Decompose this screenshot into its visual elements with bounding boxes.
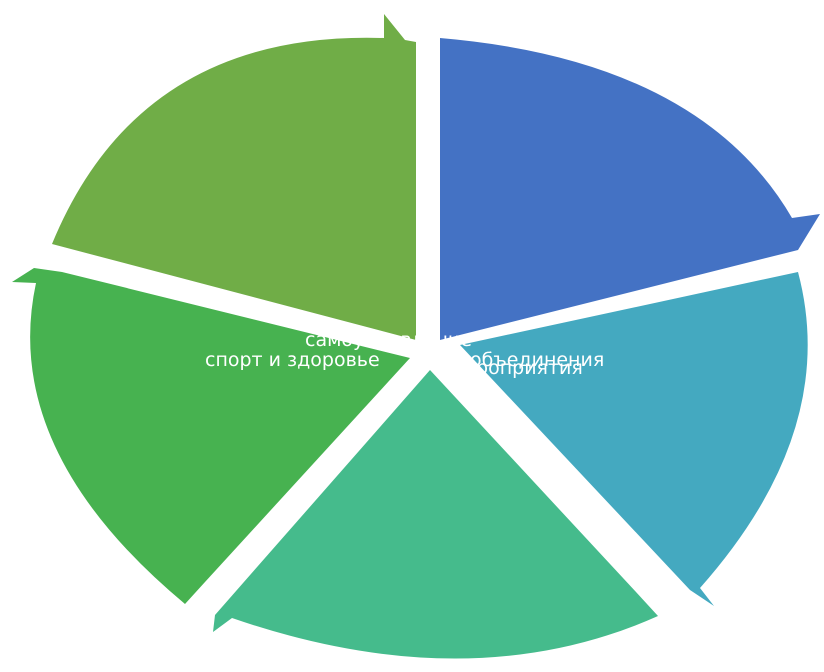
segment-label-self-government: самоуправление	[305, 329, 472, 351]
segment-green-teal	[213, 370, 658, 659]
segment-label-associations: объединения	[470, 349, 604, 371]
segment-label-events: мероприятия	[450, 357, 583, 379]
segment-green	[12, 268, 410, 604]
segment-olive	[52, 14, 416, 340]
segment-blue	[440, 38, 820, 340]
segment-label-sport-health: спорт и здоровье	[205, 349, 380, 371]
segment-teal	[460, 272, 808, 606]
